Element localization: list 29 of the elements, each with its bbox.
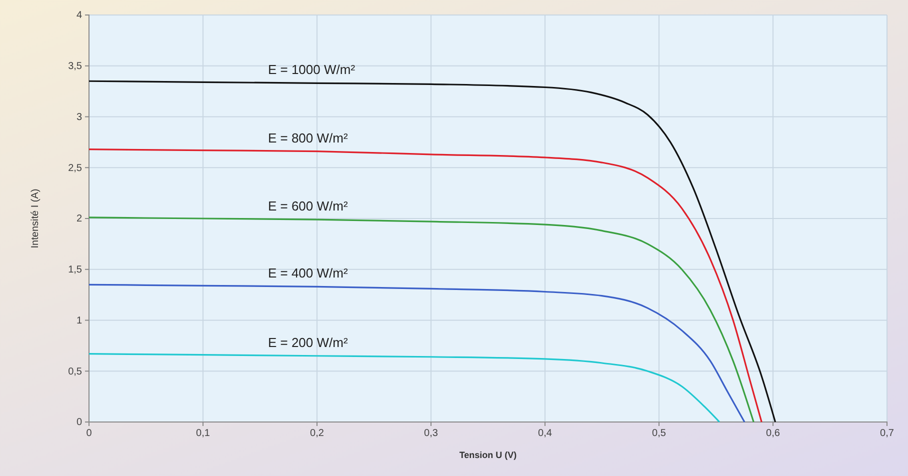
y-tick-label: 3 xyxy=(76,112,82,123)
series-label: E = 1000 W/m² xyxy=(268,62,356,78)
x-tick-label: 0,3 xyxy=(424,428,438,440)
series-label: E = 400 W/m² xyxy=(268,266,348,281)
x-tick-label: 0,2 xyxy=(310,428,324,440)
y-tick-label: 1 xyxy=(76,315,82,326)
series-label: E = 800 W/m² xyxy=(268,130,348,146)
y-tick-label: 0,5 xyxy=(68,366,82,378)
y-tick-label: 0 xyxy=(76,417,82,428)
line-series xyxy=(88,80,776,423)
line-series xyxy=(88,216,754,423)
line-series xyxy=(88,353,720,423)
y-axis-title: Intensité I (A) xyxy=(30,188,41,248)
line-series xyxy=(88,148,762,423)
x-tick-label: 0,1 xyxy=(196,428,210,440)
y-tick-label: 4 xyxy=(76,10,82,22)
y-tick-label: 1,5 xyxy=(68,264,82,276)
x-tick-label: 0,4 xyxy=(538,428,552,440)
x-axis-title: Tension U (V) xyxy=(459,450,517,460)
series-label: E = 200 W/m² xyxy=(268,334,348,350)
y-tick-label: 3,5 xyxy=(68,61,82,72)
x-tick-label: 0,6 xyxy=(766,428,780,440)
series-label: E = 600 W/m² xyxy=(268,198,348,214)
x-tick-label: 0,7 xyxy=(880,428,894,440)
x-tick-label: 0 xyxy=(86,428,92,440)
y-tick-label: 2,5 xyxy=(68,162,82,174)
line-series xyxy=(88,284,746,423)
y-tick-label: 2 xyxy=(76,214,82,225)
x-tick-label: 0,5 xyxy=(652,428,666,440)
